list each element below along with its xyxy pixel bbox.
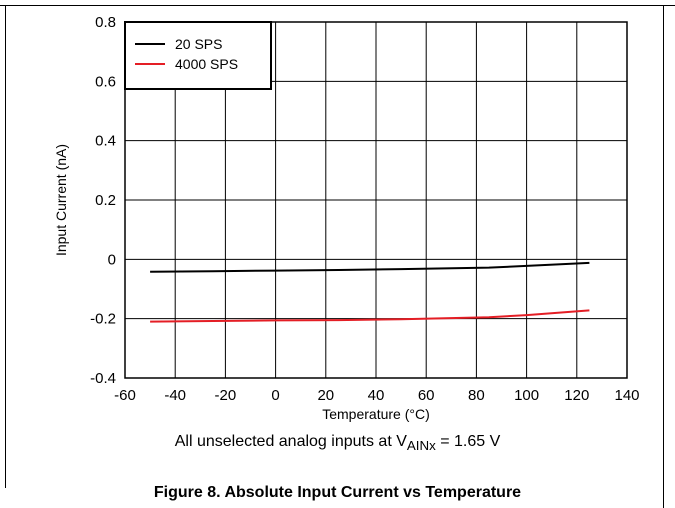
x-tick-label: 140 — [614, 387, 639, 404]
x-axis-label: Temperature (°C) — [322, 406, 430, 422]
y-tick-labels: -0.4 -0.2 0 0.2 0.4 0.6 0.8 — [90, 14, 116, 387]
x-tick-label: 80 — [468, 387, 485, 404]
series-line-1 — [150, 261, 590, 273]
x-tick-label: -40 — [164, 387, 186, 404]
series-line-2 — [150, 309, 590, 323]
x-tick-label: -20 — [215, 387, 237, 404]
y-tick-label: 0.4 — [95, 133, 116, 150]
series-group — [150, 261, 590, 323]
x-tick-label: 100 — [514, 387, 539, 404]
legend-box — [124, 21, 272, 90]
x-tick-labels: -60 -40 -20 0 20 40 60 80 100 120 140 — [114, 387, 639, 404]
legend-entry-label: 20 SPS — [175, 36, 222, 52]
x-tick-label: 40 — [368, 387, 385, 404]
x-tick-label: 0 — [271, 387, 279, 404]
condition-suffix: = 1.65 V — [435, 433, 501, 450]
y-tick-label: 0.8 — [95, 14, 116, 31]
y-axis-label: Input Current (nA) — [53, 144, 69, 256]
x-tick-label: 20 — [317, 387, 334, 404]
legend-entry-label: 4000 SPS — [175, 56, 238, 72]
condition-subscript: AINx — [406, 438, 436, 454]
condition-prefix: All unselected analog inputs at V — [174, 433, 407, 450]
y-tick-label: 0 — [108, 251, 116, 268]
y-tick-label: 0.6 — [95, 73, 116, 90]
y-tick-label: -0.2 — [90, 311, 116, 328]
x-tick-label: 120 — [564, 387, 589, 404]
figure-caption: Figure 8. Absolute Input Current vs Temp… — [153, 484, 522, 501]
plot-area — [124, 21, 628, 379]
y-tick-label: 0.2 — [95, 192, 116, 209]
y-tick-label: -0.4 — [90, 370, 116, 387]
x-tick-label: -60 — [114, 387, 136, 404]
test-condition-note: All unselected analog inputs at VAINx = … — [0, 433, 675, 453]
legend: 20 SPS 4000 SPS — [124, 21, 272, 90]
x-tick-label: 60 — [418, 387, 435, 404]
